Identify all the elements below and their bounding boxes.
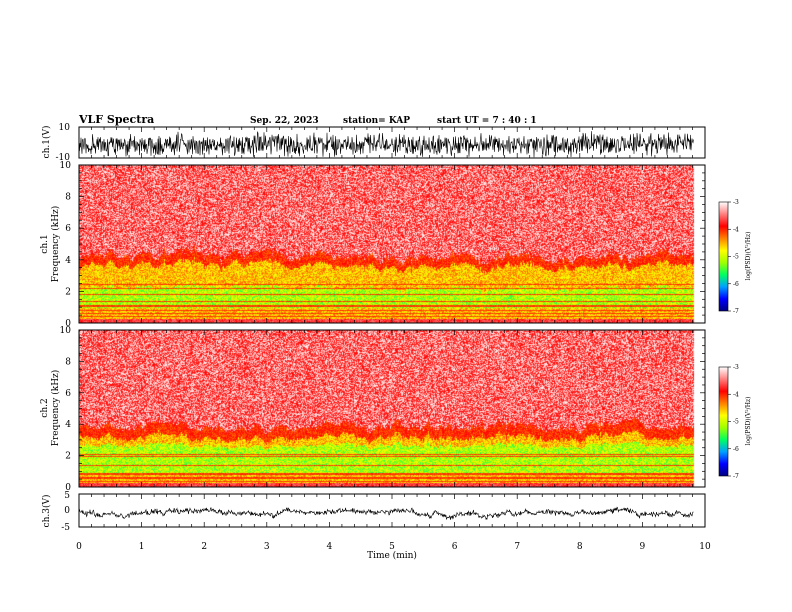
time-axis-ticks	[78, 127, 706, 527]
ch2-colorbar-label: log(PSD)(V²/Hz)	[745, 397, 752, 446]
colorbar-tick-label: -6	[733, 446, 739, 453]
ch1-spec-yticks: 0 2 4 6 8 10	[60, 161, 705, 329]
colorbar-tick-label: -7	[733, 473, 739, 480]
time-tick-label: 4	[327, 542, 333, 552]
ch3-waveform-panel: ch.3(V) 5 0 -5	[41, 491, 706, 533]
freq-tick-label: 0	[65, 483, 71, 493]
time-axis-label: Time (min)	[367, 550, 417, 561]
ch1-waveform-ylabel: ch.1(V)	[41, 126, 52, 159]
ch2-spec-yticks: 0 2 4 6 8 10	[60, 326, 705, 493]
ch1-spec-ylabel-frequency: Frequency (kHz)	[50, 206, 61, 283]
ch1-waveform-trace	[78, 131, 694, 158]
ch1-waveform-panel: ch.1(V) 10 -10	[41, 123, 706, 163]
ch1-ytick-top: 10	[59, 123, 71, 133]
colorbar-tick-label: -4	[733, 391, 739, 398]
ch2-spec-ylabel-frequency: Frequency (kHz)	[50, 370, 61, 447]
ch1-spec-ylabel-channel: ch.1	[40, 234, 50, 253]
time-tick-label: 9	[640, 542, 646, 552]
ch1-ytick-bottom: -10	[56, 153, 71, 163]
time-tick-label: 7	[514, 542, 520, 552]
colorbar-tick-label: -3	[733, 199, 739, 206]
colorbar-tick-label: -7	[733, 308, 739, 315]
ch1-spectrogram-panel: ch.1 Frequency (kHz) 0 2 4 6 8 10	[40, 161, 706, 329]
colorbar-tick-label: -6	[733, 281, 739, 288]
time-tick-label: 0	[76, 542, 82, 552]
freq-tick-label: 2	[65, 452, 71, 462]
time-tick-label: 6	[452, 542, 458, 552]
freq-tick-label: 8	[65, 193, 71, 203]
freq-tick-label: 6	[65, 224, 71, 234]
ch1-colorbar-label: log(PSD)(V²/Hz)	[745, 232, 752, 281]
figure-title: VLF Spectra	[78, 113, 154, 126]
colorbar-tick-label: -4	[733, 226, 739, 233]
ch3-waveform-ylabel: ch.3(V)	[41, 495, 52, 528]
start-time-label: start UT = 7 : 40 : 1	[437, 116, 537, 126]
date-label: Sep. 22, 2023	[250, 116, 319, 126]
ch1-spectrogram-image	[79, 165, 705, 323]
ch1-colorbar-ticks: -3 -4 -5 -6 -7	[728, 199, 739, 315]
ch3-ytick-middle: 0	[64, 506, 70, 516]
time-tick-label: 10	[699, 542, 711, 552]
ch1-colorbar: -3 -4 -5 -6 -7 log(PSD)(V²/Hz)	[718, 199, 752, 315]
ch2-spectrogram-image	[79, 330, 705, 487]
freq-tick-label: 0	[65, 319, 71, 329]
time-tick-label: 3	[264, 542, 270, 552]
freq-tick-label: 6	[65, 389, 71, 399]
ch1-colorbar-gradient	[718, 201, 729, 312]
ch3-ytick-top: 5	[64, 491, 70, 501]
freq-tick-label: 4	[65, 420, 71, 430]
freq-tick-label: 10	[60, 326, 72, 336]
colorbar-tick-label: -3	[733, 364, 739, 371]
time-axis-labels: 0 1 2 3 4 5 6 7 8 9 10	[76, 542, 711, 552]
ch2-colorbar-ticks: -3 -4 -5 -6 -7	[728, 364, 739, 480]
freq-tick-label: 4	[65, 256, 71, 266]
time-tick-label: 2	[201, 542, 207, 552]
ch3-waveform-trace	[78, 506, 694, 521]
freq-tick-label: 10	[60, 161, 72, 171]
time-tick-label: 8	[577, 542, 583, 552]
freq-tick-label: 8	[65, 357, 71, 367]
ch3-ytick-bottom: -5	[61, 523, 70, 533]
ch2-colorbar-gradient	[718, 366, 729, 477]
ch2-spectrogram-panel: ch.2 Frequency (kHz) 0 2 4 6 8 10	[40, 326, 706, 493]
ch2-colorbar: -3 -4 -5 -6 -7 log(PSD)(V²/Hz)	[718, 364, 752, 480]
freq-tick-label: 2	[65, 287, 71, 297]
colorbar-tick-label: -5	[733, 254, 739, 261]
station-label: station= KAP	[343, 116, 410, 126]
time-tick-label: 1	[139, 542, 145, 552]
time-tick-label: 5	[389, 542, 395, 552]
colorbar-tick-label: -5	[733, 419, 739, 426]
ch2-spec-ylabel-channel: ch.2	[40, 398, 50, 417]
